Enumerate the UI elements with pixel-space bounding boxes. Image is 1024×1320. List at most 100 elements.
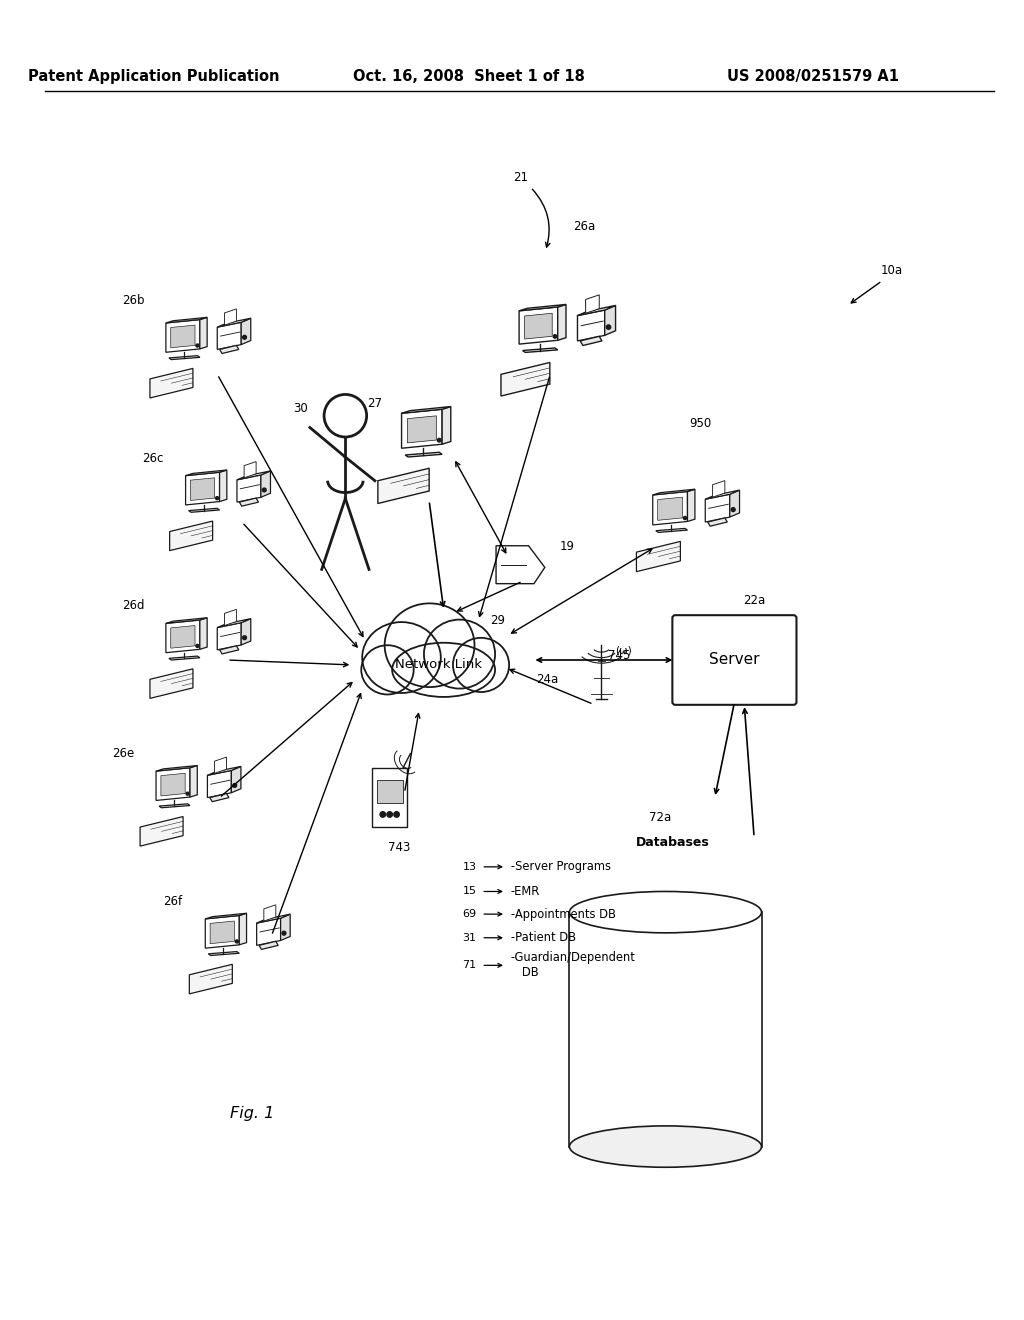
Polygon shape (215, 758, 226, 774)
Text: -Patient DB: -Patient DB (511, 932, 575, 944)
Text: 27: 27 (368, 397, 382, 411)
Ellipse shape (424, 619, 495, 689)
Polygon shape (406, 453, 442, 457)
Polygon shape (442, 407, 451, 445)
Ellipse shape (392, 643, 495, 697)
Polygon shape (730, 490, 739, 517)
Circle shape (387, 812, 392, 817)
Polygon shape (224, 610, 237, 626)
Polygon shape (706, 490, 739, 499)
Polygon shape (171, 325, 195, 347)
Polygon shape (190, 478, 215, 500)
Circle shape (232, 784, 237, 787)
Text: 19: 19 (559, 540, 574, 553)
Circle shape (282, 932, 286, 935)
Circle shape (380, 812, 386, 817)
Polygon shape (519, 308, 558, 345)
Polygon shape (217, 322, 242, 350)
Circle shape (186, 792, 189, 795)
Text: Server: Server (710, 652, 760, 668)
Circle shape (243, 335, 247, 339)
Text: Databases: Databases (636, 836, 710, 849)
Polygon shape (408, 416, 436, 444)
Polygon shape (219, 645, 239, 653)
Text: 10a: 10a (881, 264, 903, 277)
Ellipse shape (385, 603, 474, 688)
Text: 72a: 72a (649, 810, 672, 824)
Polygon shape (244, 462, 256, 478)
Polygon shape (378, 469, 429, 503)
Text: -Server Programs: -Server Programs (511, 861, 611, 874)
Polygon shape (237, 475, 261, 502)
Polygon shape (636, 541, 680, 572)
Polygon shape (208, 767, 241, 775)
Text: 24a: 24a (537, 673, 558, 686)
Polygon shape (240, 498, 258, 506)
Polygon shape (558, 305, 566, 341)
Text: Network Link: Network Link (395, 659, 482, 672)
Polygon shape (166, 620, 200, 652)
Polygon shape (261, 471, 270, 498)
Polygon shape (210, 793, 229, 801)
Polygon shape (217, 619, 251, 627)
Polygon shape (524, 313, 552, 339)
Text: -Guardian/Dependent
   DB: -Guardian/Dependent DB (511, 952, 636, 979)
Text: -Appointments DB: -Appointments DB (511, 908, 615, 920)
Text: Fig. 1: Fig. 1 (229, 1106, 273, 1121)
Circle shape (553, 335, 557, 338)
Polygon shape (166, 317, 207, 323)
Polygon shape (156, 766, 198, 771)
Polygon shape (159, 804, 190, 808)
Text: 21: 21 (513, 170, 528, 183)
Text: 950: 950 (689, 417, 711, 430)
Circle shape (262, 488, 266, 492)
Polygon shape (578, 305, 615, 315)
Text: 743: 743 (388, 841, 411, 854)
Polygon shape (217, 623, 242, 649)
Polygon shape (140, 817, 183, 846)
Polygon shape (188, 508, 219, 512)
Polygon shape (185, 470, 227, 475)
Polygon shape (171, 626, 195, 648)
Circle shape (394, 812, 399, 817)
Polygon shape (242, 318, 251, 345)
Ellipse shape (361, 645, 414, 694)
Polygon shape (401, 407, 451, 413)
Ellipse shape (569, 1126, 762, 1167)
Polygon shape (657, 498, 683, 520)
Circle shape (437, 438, 441, 442)
Polygon shape (208, 952, 240, 956)
Polygon shape (237, 471, 270, 480)
Polygon shape (189, 965, 232, 994)
Polygon shape (169, 656, 200, 660)
Polygon shape (281, 915, 290, 940)
Polygon shape (190, 766, 198, 797)
Text: 745: 745 (608, 648, 631, 661)
Circle shape (683, 516, 686, 520)
Text: US 2008/0251579 A1: US 2008/0251579 A1 (727, 70, 899, 84)
Polygon shape (240, 913, 247, 945)
Text: (ω): (ω) (614, 645, 632, 655)
Polygon shape (231, 767, 241, 793)
Text: 13: 13 (463, 862, 476, 871)
Polygon shape (242, 619, 251, 645)
Polygon shape (687, 490, 695, 521)
Polygon shape (713, 480, 725, 498)
Polygon shape (605, 305, 615, 335)
Circle shape (243, 636, 247, 640)
Text: Patent Application Publication: Patent Application Publication (28, 70, 279, 84)
Circle shape (196, 345, 199, 347)
Bar (373, 768, 407, 828)
Polygon shape (586, 294, 599, 313)
Polygon shape (156, 768, 190, 800)
Circle shape (731, 508, 735, 512)
Polygon shape (170, 521, 213, 550)
Polygon shape (401, 409, 442, 449)
Polygon shape (501, 363, 550, 396)
Polygon shape (205, 916, 240, 948)
Polygon shape (264, 904, 275, 921)
Polygon shape (652, 491, 687, 525)
Polygon shape (652, 490, 695, 495)
Polygon shape (708, 517, 727, 527)
Polygon shape (205, 913, 247, 919)
